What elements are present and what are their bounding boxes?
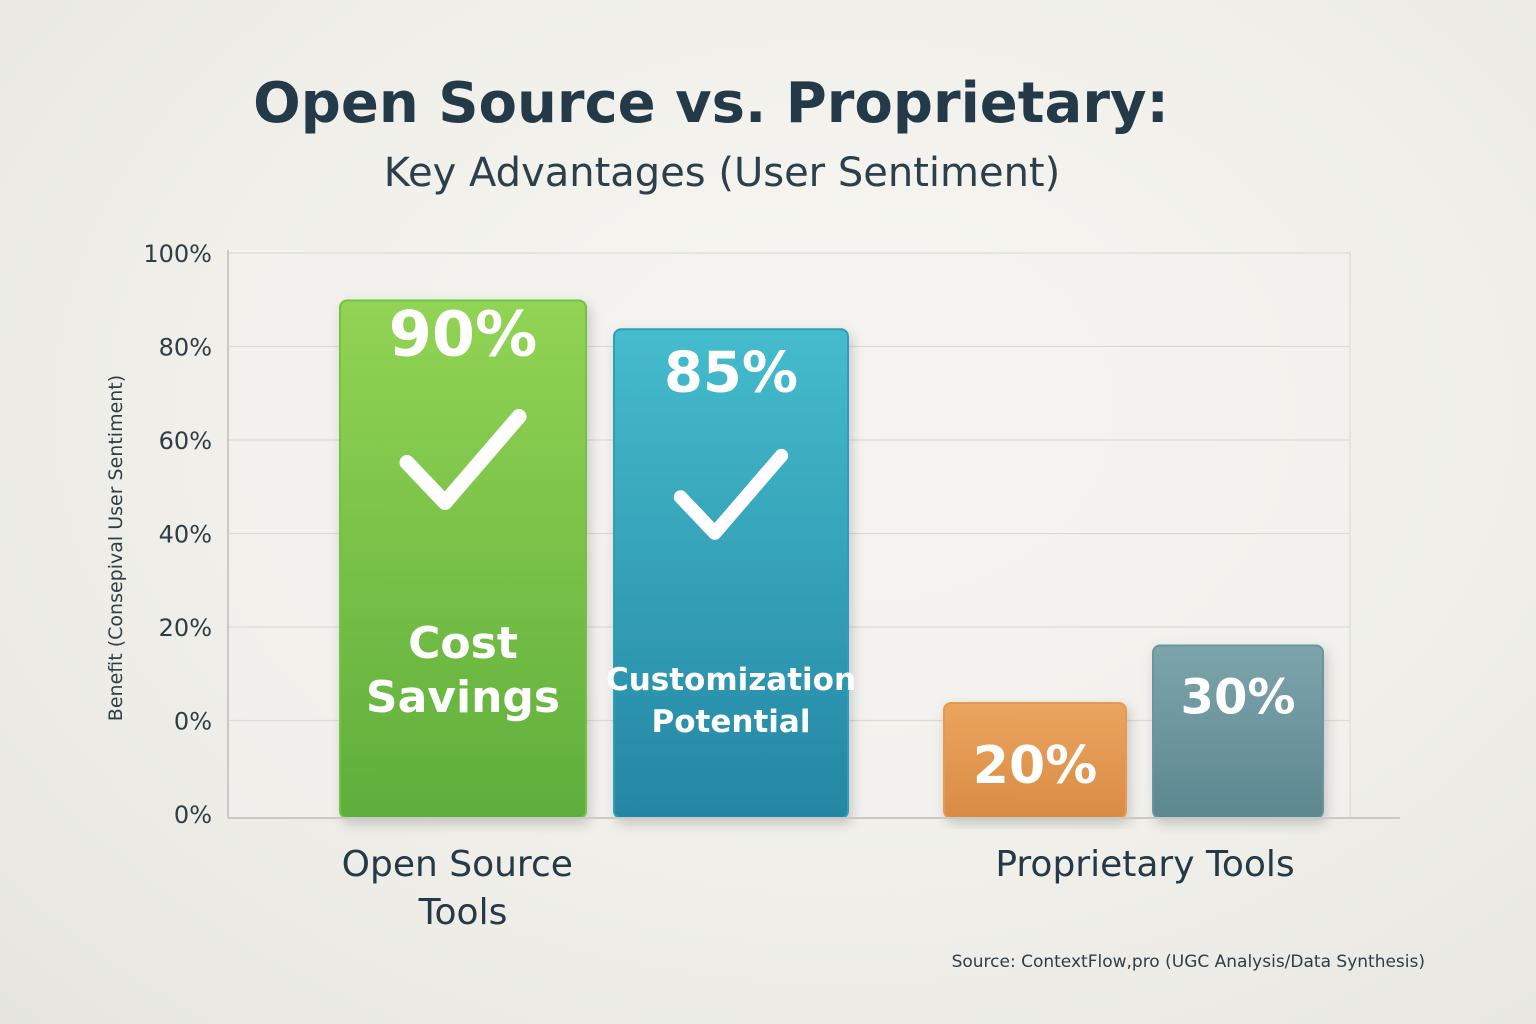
bar-category-label: Potential: [652, 704, 811, 740]
bar-value-label: 20%: [973, 736, 1097, 796]
bar-1: [339, 299, 587, 819]
source-note: Source: ContextFlow,pro (UGC Analysis/Da…: [952, 952, 1425, 972]
y-tick-label: 60%: [159, 427, 212, 455]
bar-value-label: 85%: [664, 340, 798, 405]
y-axis-label: Benefit (Consepival User Sentiment): [105, 375, 127, 721]
group-label-open-source-line-2: Tools: [418, 892, 508, 933]
bar-value-label: 90%: [389, 298, 537, 371]
chart-title: Open Source vs. Proprietary:: [253, 71, 1169, 136]
y-tick-label: 0%: [174, 708, 212, 736]
group-label-open-source-line-1: Open Source: [342, 844, 573, 885]
chart-subtitle: Key Advantages (User Sentiment): [384, 150, 1060, 196]
y-tick-label: 40%: [159, 521, 212, 549]
group-label-proprietary: Proprietary Tools: [995, 844, 1294, 885]
y-tick-label: 0%: [174, 801, 212, 829]
checkmark-icon: [673, 448, 789, 540]
y-tick-label: 20%: [159, 614, 212, 642]
y-tick-labels: 100% 80% 60% 40% 20% 0% 0%: [143, 240, 212, 829]
checkmark-icon: [399, 409, 527, 510]
y-tick-label: 80%: [159, 334, 212, 362]
group-label-open-source: Open Source Tools: [342, 844, 585, 933]
bar-category-label: Cost: [408, 618, 518, 669]
bar-category-label: Savings: [366, 672, 560, 723]
bar-value-label: 30%: [1181, 670, 1296, 726]
bar-category-label: Customization: [606, 662, 856, 698]
y-tick-label: 100%: [143, 240, 212, 268]
